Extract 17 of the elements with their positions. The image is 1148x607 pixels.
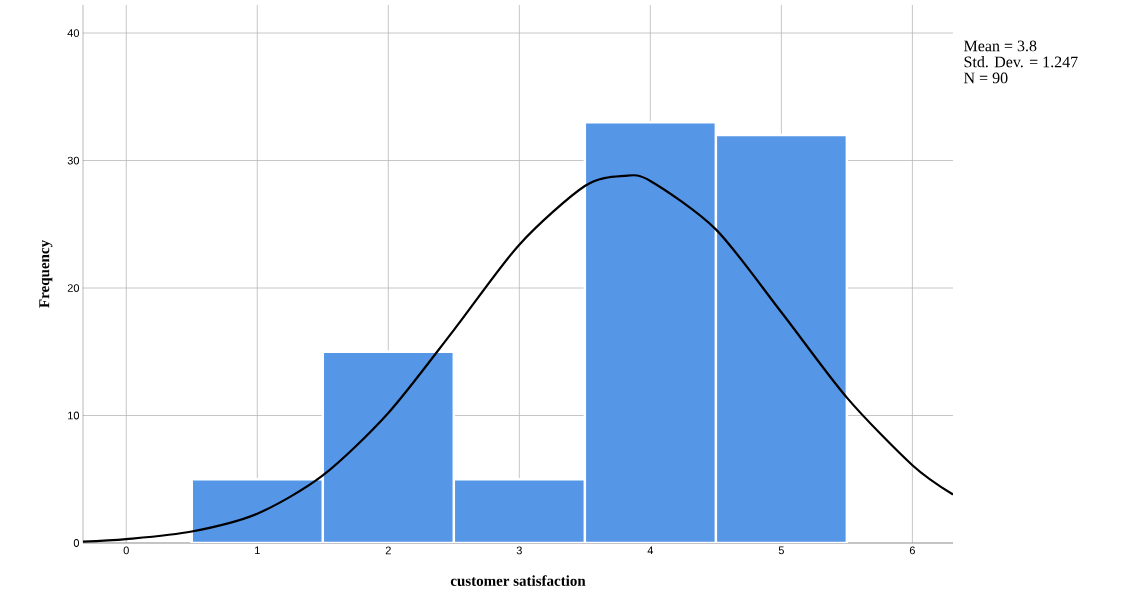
y-axis-title: Frequency <box>39 240 53 308</box>
x-tick-label: 5 <box>778 546 784 555</box>
x-tick-label: 6 <box>909 546 915 555</box>
x-axis-title: customer satisfaction <box>450 575 586 586</box>
y-tick-label: 0 <box>73 539 80 547</box>
y-tick-label: 20 <box>67 284 80 292</box>
x-tick-label: 4 <box>647 546 654 555</box>
y-tick-label: 40 <box>67 29 80 37</box>
y-tick-label: 30 <box>67 156 80 165</box>
text: N = 90 <box>963 72 1008 84</box>
x-tick-label: 2 <box>385 546 391 555</box>
x-tick-label: 3 <box>516 546 522 555</box>
text: Mean = 3.8 <box>963 40 1037 52</box>
x-tick-label: 0 <box>123 546 129 555</box>
x-tick-label: 1 <box>255 546 260 555</box>
y-tick-label: 10 <box>68 411 80 420</box>
text: Std. Dev. = 1.247 <box>964 56 1078 68</box>
